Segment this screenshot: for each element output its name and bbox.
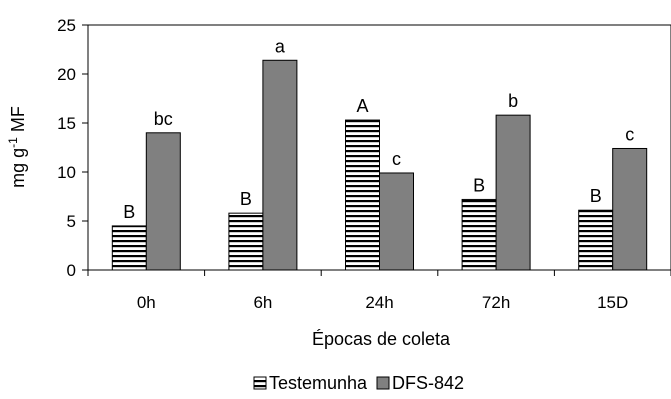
data-label: B — [473, 175, 485, 195]
x-tick-label: 72h — [482, 293, 510, 312]
bar-dfs-842 — [145, 132, 181, 271]
x-tick-label: 15D — [597, 293, 628, 312]
bar-dfs-842 — [495, 114, 531, 271]
bar-testemunha — [228, 212, 264, 271]
data-label: a — [275, 36, 286, 56]
y-tick-label: 20 — [57, 65, 76, 84]
bar-dfs-842 — [262, 59, 298, 271]
y-tick-label: 15 — [57, 114, 76, 133]
data-label: c — [625, 124, 634, 144]
bar-dfs-842 — [612, 147, 648, 271]
x-tick-label: 6h — [253, 293, 272, 312]
legend-label-dfs-842: DFS-842 — [392, 373, 464, 393]
data-label: B — [123, 202, 135, 222]
y-tick-label: 5 — [67, 212, 76, 231]
x-axis-title: Épocas de coleta — [312, 329, 451, 349]
legend-swatch-testemunha — [253, 376, 267, 390]
data-label: B — [590, 186, 602, 206]
plot-area: 0 5 10 15 20 25 0h Bbc 6h Ba 24h Ac 72h Bb 15D Bc — [57, 16, 671, 312]
bar-testemunha — [345, 119, 380, 271]
x-tick-label: 24h — [365, 293, 393, 312]
x-tick-label: 0h — [137, 293, 156, 312]
data-label: bc — [154, 109, 173, 129]
data-label: B — [240, 189, 252, 209]
legend-label-testemunha: Testemunha — [269, 373, 368, 393]
legend-swatch-dfs-842 — [376, 376, 390, 390]
bar-testemunha — [578, 209, 614, 271]
y-tick-label: 0 — [67, 261, 76, 280]
y-tick-label: 10 — [57, 163, 76, 182]
bar-testemunha — [111, 225, 147, 271]
data-label: c — [392, 149, 401, 169]
data-label: b — [508, 91, 518, 111]
bar-testemunha — [461, 198, 497, 271]
bar-dfs-842 — [379, 172, 414, 271]
legend: Testemunha DFS-842 — [253, 373, 464, 393]
y-axis-title: mg g-1 MF — [6, 106, 28, 188]
y-tick-label: 25 — [57, 16, 76, 35]
data-label: A — [356, 96, 368, 116]
